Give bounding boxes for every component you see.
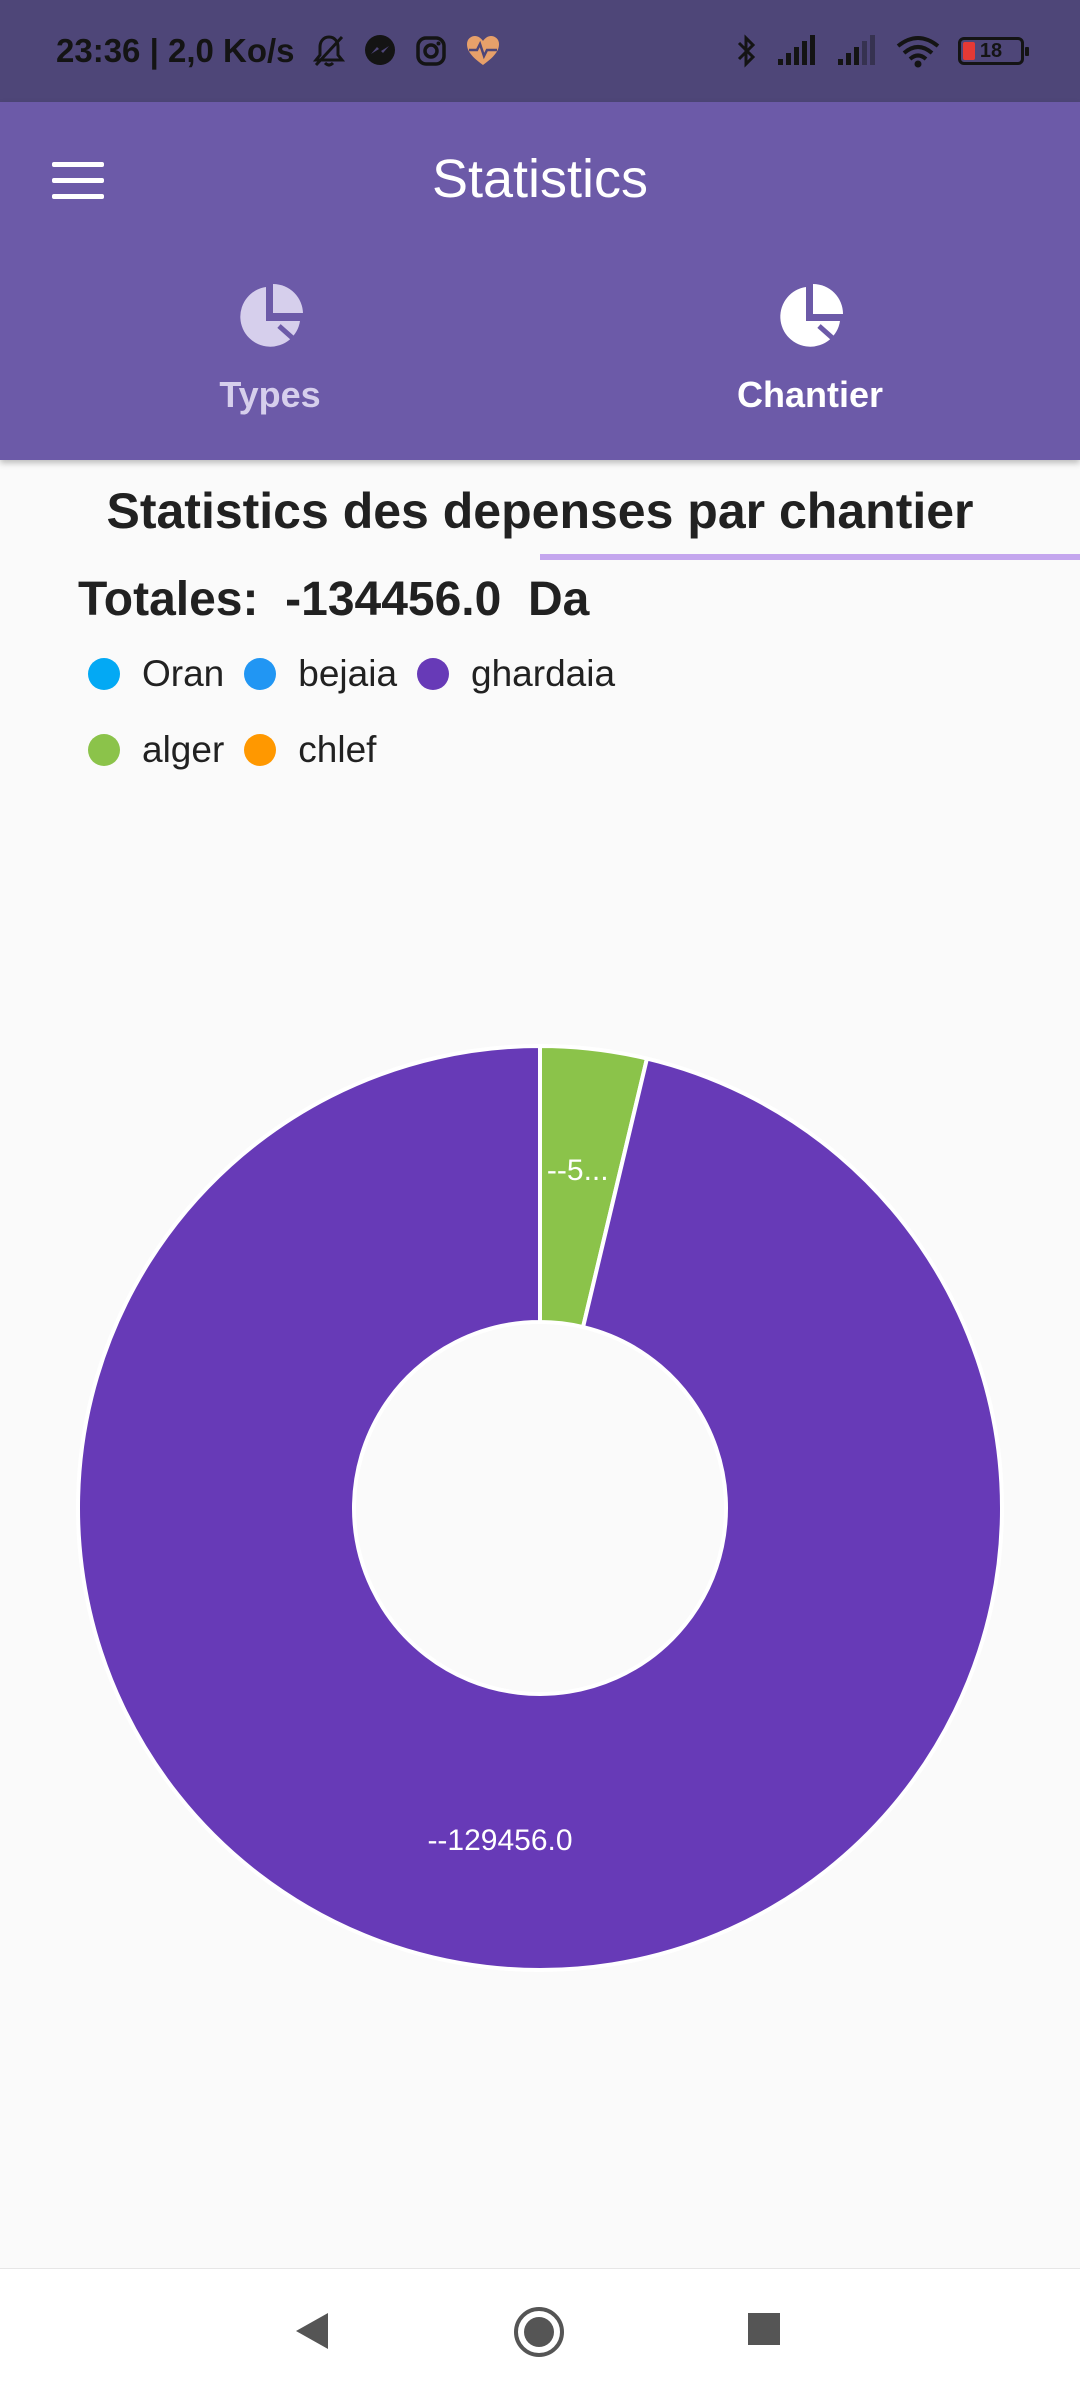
signal-icon — [778, 35, 815, 65]
health-icon — [466, 36, 499, 65]
legend-swatch — [88, 734, 120, 766]
recents-icon[interactable] — [746, 2311, 782, 2347]
tab-types-label: Types — [219, 374, 321, 415]
legend-item: alger — [88, 729, 225, 770]
page-title: Statistics — [431, 149, 649, 209]
legend-swatch — [88, 658, 120, 690]
chart-legend: Oran bejaia ghardaia alger chlef — [88, 653, 728, 770]
instagram-icon — [415, 36, 446, 66]
tab-chantier[interactable]: Chantier — [540, 282, 1080, 460]
messenger-icon — [364, 35, 395, 65]
status-bar: 23:36 | 2,0 Ko/s — [0, 0, 1080, 102]
legend-item: bejaia — [244, 653, 398, 694]
legend-swatch — [244, 658, 277, 690]
tab-types[interactable]: Types — [0, 282, 540, 460]
legend-item: Oran — [88, 653, 225, 694]
legend-label: Oran — [142, 653, 225, 694]
legend-label: ghardaia — [471, 653, 616, 694]
pie-chart-icon — [780, 284, 843, 347]
back-icon[interactable] — [292, 2309, 332, 2353]
home-icon[interactable] — [512, 2305, 566, 2359]
legend-label: chlef — [298, 729, 377, 770]
status-time: 23:36 | 2,0 Ko/s — [56, 32, 295, 69]
totals-text: Totales: -134456.0 Da — [78, 573, 590, 626]
legend-label: alger — [142, 729, 225, 770]
chart-title: Statistics des depenses par chantier — [106, 483, 974, 539]
signal-icon — [838, 35, 875, 65]
pie-chart-icon — [240, 284, 303, 347]
app-bar: Statistics Types Chantier — [0, 102, 1080, 560]
legend-swatch — [417, 658, 450, 690]
donut-slice-ghardaia[interactable] — [76, 1043, 1004, 1972]
donut-slice-label: --5... — [547, 1154, 609, 1187]
legend-item: chlef — [244, 729, 377, 770]
donut-slice-label: --129456.0 — [427, 1824, 572, 1857]
legend-label: bejaia — [298, 653, 398, 694]
navigation-bar — [0, 2268, 1080, 2401]
tab-indicator — [540, 554, 1080, 560]
legend-item: ghardaia — [417, 653, 616, 694]
legend-swatch — [244, 734, 277, 766]
menu-icon[interactable] — [52, 162, 104, 200]
tab-chantier-label: Chantier — [736, 374, 884, 415]
battery-icon: 18 — [958, 37, 1029, 65]
bluetooth-icon — [737, 34, 756, 68]
battery-level: 18 — [979, 39, 1003, 62]
donut-chart: --5... --129456.0 — [76, 1043, 1004, 1972]
wifi-icon — [896, 36, 940, 68]
bell-off-icon — [312, 35, 345, 67]
